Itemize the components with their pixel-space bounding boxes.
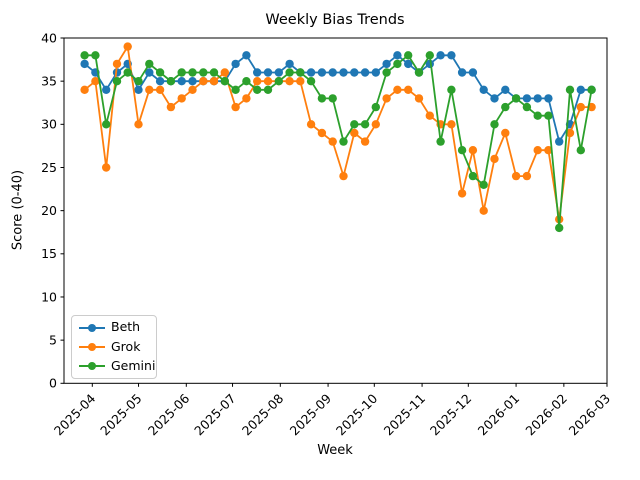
legend-entry-grok: Grok — [72, 339, 156, 355]
svg-text:2025-09: 2025-09 — [287, 391, 335, 439]
svg-text:40: 40 — [41, 30, 57, 45]
svg-text:2026-03: 2026-03 — [566, 391, 614, 439]
svg-text:25: 25 — [41, 160, 57, 175]
svg-text:35: 35 — [41, 74, 57, 89]
svg-text:30: 30 — [41, 117, 57, 132]
grok-line-swatch — [79, 342, 105, 351]
svg-text:2025-06: 2025-06 — [145, 391, 193, 439]
legend-entry-beth: Beth — [72, 320, 156, 336]
svg-text:5: 5 — [49, 332, 57, 347]
svg-text:2025-10: 2025-10 — [333, 391, 381, 439]
legend-label-gemini: Gemini — [111, 358, 156, 374]
gemini-line-swatch — [79, 362, 105, 371]
y-axis-label: Score (0-40) — [10, 169, 26, 251]
beth-line-swatch — [79, 323, 105, 332]
svg-text:2025-11: 2025-11 — [381, 391, 429, 439]
svg-text:2025-12: 2025-12 — [427, 391, 475, 439]
legend-label-grok: Grok — [111, 338, 141, 354]
svg-text:2025-08: 2025-08 — [239, 391, 287, 439]
svg-text:0: 0 — [49, 376, 57, 391]
svg-text:2025-05: 2025-05 — [97, 391, 145, 439]
legend-entry-gemini: Gemini — [72, 358, 156, 374]
svg-text:20: 20 — [41, 203, 57, 218]
svg-text:2026-01: 2026-01 — [475, 391, 523, 439]
svg-text:2026-02: 2026-02 — [522, 391, 570, 439]
x-axis-label: Week — [317, 443, 353, 458]
legend: Beth Grok Gemini — [71, 315, 157, 379]
svg-text:2025-04: 2025-04 — [51, 391, 99, 439]
svg-text:15: 15 — [41, 246, 57, 261]
legend-label-beth: Beth — [111, 319, 141, 335]
chart-title: Weekly Bias Trends — [265, 12, 405, 28]
svg-text:10: 10 — [41, 289, 57, 304]
svg-text:2025-07: 2025-07 — [191, 391, 239, 439]
